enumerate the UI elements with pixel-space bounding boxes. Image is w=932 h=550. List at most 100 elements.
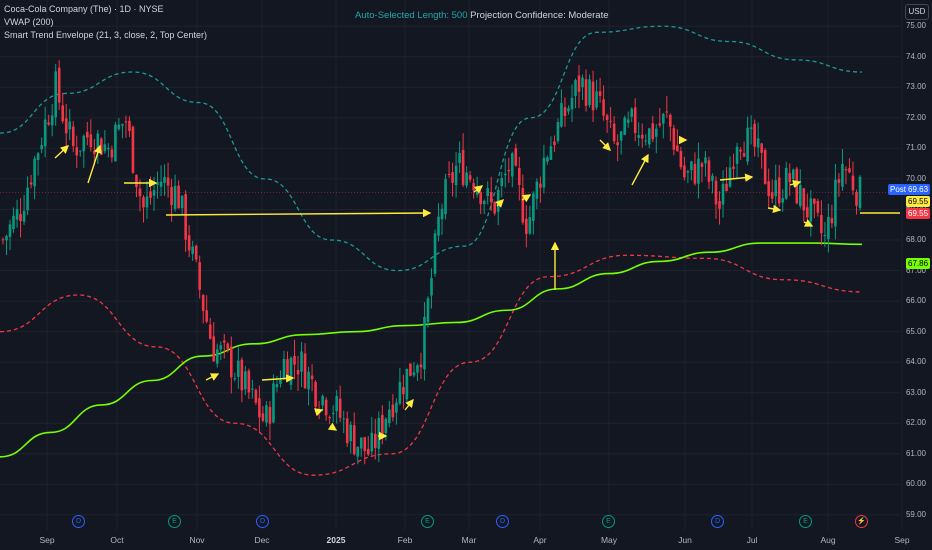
candle-body <box>57 67 61 103</box>
event-marker[interactable]: D <box>711 515 724 528</box>
candle-body <box>180 195 184 209</box>
event-marker[interactable]: D <box>496 515 509 528</box>
projection-info: Auto-Selected Length: 500 Projection Con… <box>355 10 609 21</box>
candle-body <box>335 396 338 412</box>
candle-body <box>219 345 223 350</box>
candle-body <box>135 174 138 188</box>
candle-body <box>128 120 131 131</box>
candle-body <box>377 417 381 449</box>
candle-body <box>704 157 707 164</box>
event-marker[interactable]: E <box>421 515 434 528</box>
candle-body <box>314 381 317 407</box>
y-tick-label: 68.00 <box>905 235 926 244</box>
candle-body <box>265 405 268 423</box>
candle-body <box>784 167 788 199</box>
event-marker[interactable]: E <box>602 515 615 528</box>
candle-body <box>103 144 107 152</box>
candle-body <box>662 113 665 124</box>
candle-body <box>15 209 19 220</box>
candle-body <box>770 192 774 199</box>
candle-body <box>345 418 349 444</box>
candle-body <box>735 146 739 164</box>
candle-body <box>331 412 335 414</box>
candle-body <box>412 372 416 376</box>
candle-body <box>795 168 799 204</box>
candle-body <box>405 368 409 400</box>
candle-body <box>756 138 760 148</box>
candle-body <box>212 336 216 362</box>
x-tick-label: Aug <box>820 535 836 545</box>
symbol-title[interactable]: Coca-Cola Company (The) · 1D · NYSE <box>4 4 164 14</box>
candle-body <box>714 180 718 205</box>
candle-body <box>43 119 47 147</box>
candle-body <box>570 97 574 110</box>
y-tick-label: 66.00 <box>905 296 926 306</box>
candle-body <box>760 143 763 153</box>
candle-body <box>644 140 648 142</box>
candle-body <box>693 163 697 184</box>
candle-body <box>809 198 813 222</box>
candle-body <box>802 188 806 211</box>
candle-body <box>746 127 749 162</box>
candle-body <box>310 375 314 380</box>
candle-body <box>542 157 546 188</box>
y-tick-label: 71.00 <box>905 143 926 153</box>
candle-body <box>163 176 166 183</box>
candle-body <box>201 294 205 311</box>
trend-arrow <box>599 139 611 151</box>
envelope-indicator-label[interactable]: Smart Trend Envelope (21, 3, close, 2, T… <box>4 30 207 40</box>
trend-arrow <box>54 145 70 159</box>
candle-body <box>272 383 275 423</box>
candle-body <box>830 218 834 224</box>
candle-body <box>535 181 539 199</box>
candle-body <box>384 418 388 433</box>
candle-body <box>500 177 504 187</box>
candle-body <box>40 145 43 150</box>
y-tick-label: 61.00 <box>905 448 926 458</box>
candle-body <box>444 179 447 215</box>
candle-body <box>598 91 602 96</box>
candle-body <box>658 123 662 126</box>
candle-body <box>61 105 65 122</box>
event-marker[interactable]: E <box>799 515 812 528</box>
candle-body <box>827 216 830 240</box>
event-marker[interactable]: D <box>256 515 269 528</box>
currency-button[interactable]: USD <box>905 4 929 20</box>
candle-body <box>595 91 598 108</box>
auto-length-label: Auto-Selected Length: 500 <box>355 10 468 21</box>
candle-body <box>117 124 121 130</box>
vwap-indicator-label[interactable]: VWAP (200) <box>4 17 54 27</box>
y-tick-label: 72.00 <box>905 112 926 122</box>
candle-body <box>307 371 310 390</box>
price-label: 67.86 <box>906 258 931 269</box>
event-marker[interactable]: E <box>168 515 181 528</box>
candle-body <box>152 190 156 196</box>
candle-body <box>479 191 482 205</box>
candle-body <box>788 173 792 183</box>
candle-body <box>268 406 272 424</box>
candle-body <box>279 379 282 384</box>
candle-body <box>416 365 419 373</box>
trend-arrow <box>165 208 432 218</box>
candle-body <box>683 165 686 178</box>
candle-body <box>711 175 714 181</box>
trend-arrow <box>473 185 484 194</box>
price-label: 69.55 <box>906 208 931 219</box>
candle-body <box>753 123 756 147</box>
candle-body <box>173 185 177 209</box>
candle-body <box>26 187 29 211</box>
event-marker[interactable]: D <box>72 515 85 528</box>
candle-body <box>93 150 96 154</box>
candle-body <box>521 188 525 223</box>
candle-body <box>616 142 619 146</box>
candle-body <box>191 246 194 254</box>
trend-arrow <box>261 374 295 383</box>
event-marker[interactable]: ⚡ <box>855 515 868 528</box>
y-tick-label: 59.00 <box>905 509 926 519</box>
candle-body <box>496 189 500 212</box>
price-label: 69.63 <box>906 184 931 195</box>
candle-body <box>686 171 690 173</box>
candle-body <box>837 179 841 183</box>
candle-body <box>721 183 725 205</box>
